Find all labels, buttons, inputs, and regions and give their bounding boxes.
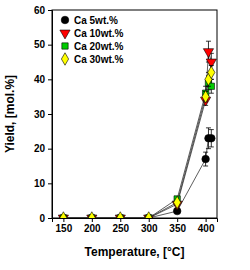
x-tick-mark [149, 218, 150, 222]
x-tick: 150 [56, 218, 73, 234]
error-bar-cap [206, 148, 211, 149]
y-tick-mark [48, 45, 52, 46]
x-tick-label: 150 [56, 223, 73, 234]
x-tick: 300 [141, 218, 158, 234]
y-tick: 40 [34, 74, 52, 85]
y-tick-mark [48, 10, 52, 11]
error-bar-cap [203, 152, 208, 153]
y-tick: 30 [34, 109, 52, 120]
x-tick-mark [206, 218, 207, 222]
y-tick: 0 [39, 213, 52, 224]
y-axis-title: Yield, [mol.%] [3, 75, 17, 153]
point [208, 134, 216, 142]
series [60, 65, 215, 218]
y-tick-label: 40 [34, 74, 46, 85]
legend-label: Ca 5wt.% [74, 15, 118, 26]
series-line [63, 83, 211, 218]
legend-label: Ca 20wt.% [74, 41, 124, 52]
x-tick-label: 400 [198, 223, 215, 234]
x-tick-label: 350 [169, 223, 186, 234]
x-tick-mark [177, 218, 178, 222]
point [60, 212, 67, 218]
y-tick-label: 50 [34, 39, 46, 50]
legend-label: Ca 10wt.% [74, 28, 124, 39]
y-tick-label: 20 [34, 143, 46, 154]
y-tick-label: 0 [39, 213, 45, 224]
y-tick-mark [48, 79, 52, 80]
y-tick: 60 [34, 5, 52, 16]
series-line [63, 52, 211, 218]
point [202, 90, 209, 102]
point [117, 212, 124, 218]
y-tick-mark [48, 183, 52, 184]
y-tick-label: 30 [34, 109, 46, 120]
y-tick-mark [48, 149, 52, 150]
series [60, 76, 214, 218]
plot-area [58, 41, 216, 218]
series-line [63, 138, 211, 218]
error-bar-cap [203, 166, 208, 167]
series-line [63, 72, 211, 218]
legend-marker [61, 53, 68, 65]
legend-marker [62, 43, 68, 49]
point [145, 212, 152, 218]
error-bar-cap [206, 127, 211, 128]
y-tick-label: 60 [34, 5, 46, 16]
y-axis: 0 10 20 30 40 50 60 [34, 5, 53, 224]
y-tick: 50 [34, 39, 52, 50]
error-bar-cap [209, 129, 214, 130]
x-tick: 250 [112, 218, 129, 234]
legend-label: Ca 30wt.% [74, 54, 124, 65]
plot-frame [52, 10, 217, 218]
x-tick: 200 [84, 218, 101, 234]
x-tick: 400 [198, 218, 215, 234]
x-tick-mark [120, 218, 121, 222]
error-bar-cap [206, 41, 211, 42]
point [202, 155, 210, 163]
x-tick-label: 200 [84, 223, 101, 234]
error-bar-cap [209, 93, 214, 94]
x-axis-title: Temperature, [°C] [85, 245, 185, 259]
chart: 150 200 250 300 350 400 0 10 20 30 40 50 60 Temperatu… [0, 0, 250, 270]
y-axis-line [48, 11, 53, 219]
y-tick: 10 [34, 178, 52, 189]
x-tick-label: 250 [112, 223, 129, 234]
point [88, 212, 95, 218]
x-tick: 350 [169, 218, 186, 234]
point [174, 196, 181, 208]
x-axis: 150 200 250 300 350 400 [53, 218, 218, 234]
legend: Ca 5wt.% Ca 10wt.% Ca 20wt.% Ca 30wt.% [60, 15, 124, 66]
y-tick-mark [48, 218, 52, 219]
x-tick-label: 300 [141, 223, 158, 234]
series [60, 128, 216, 218]
error-bar-cap [209, 146, 214, 147]
y-tick-label: 10 [34, 178, 46, 189]
x-tick-mark [63, 218, 64, 222]
y-tick-mark [48, 114, 52, 115]
x-tick-mark [92, 218, 93, 222]
legend-marker [60, 30, 70, 39]
series [58, 41, 216, 218]
legend-marker [61, 16, 69, 24]
x-axis-line [53, 219, 218, 223]
point [203, 49, 213, 58]
y-tick: 20 [34, 143, 52, 154]
point [208, 66, 215, 78]
